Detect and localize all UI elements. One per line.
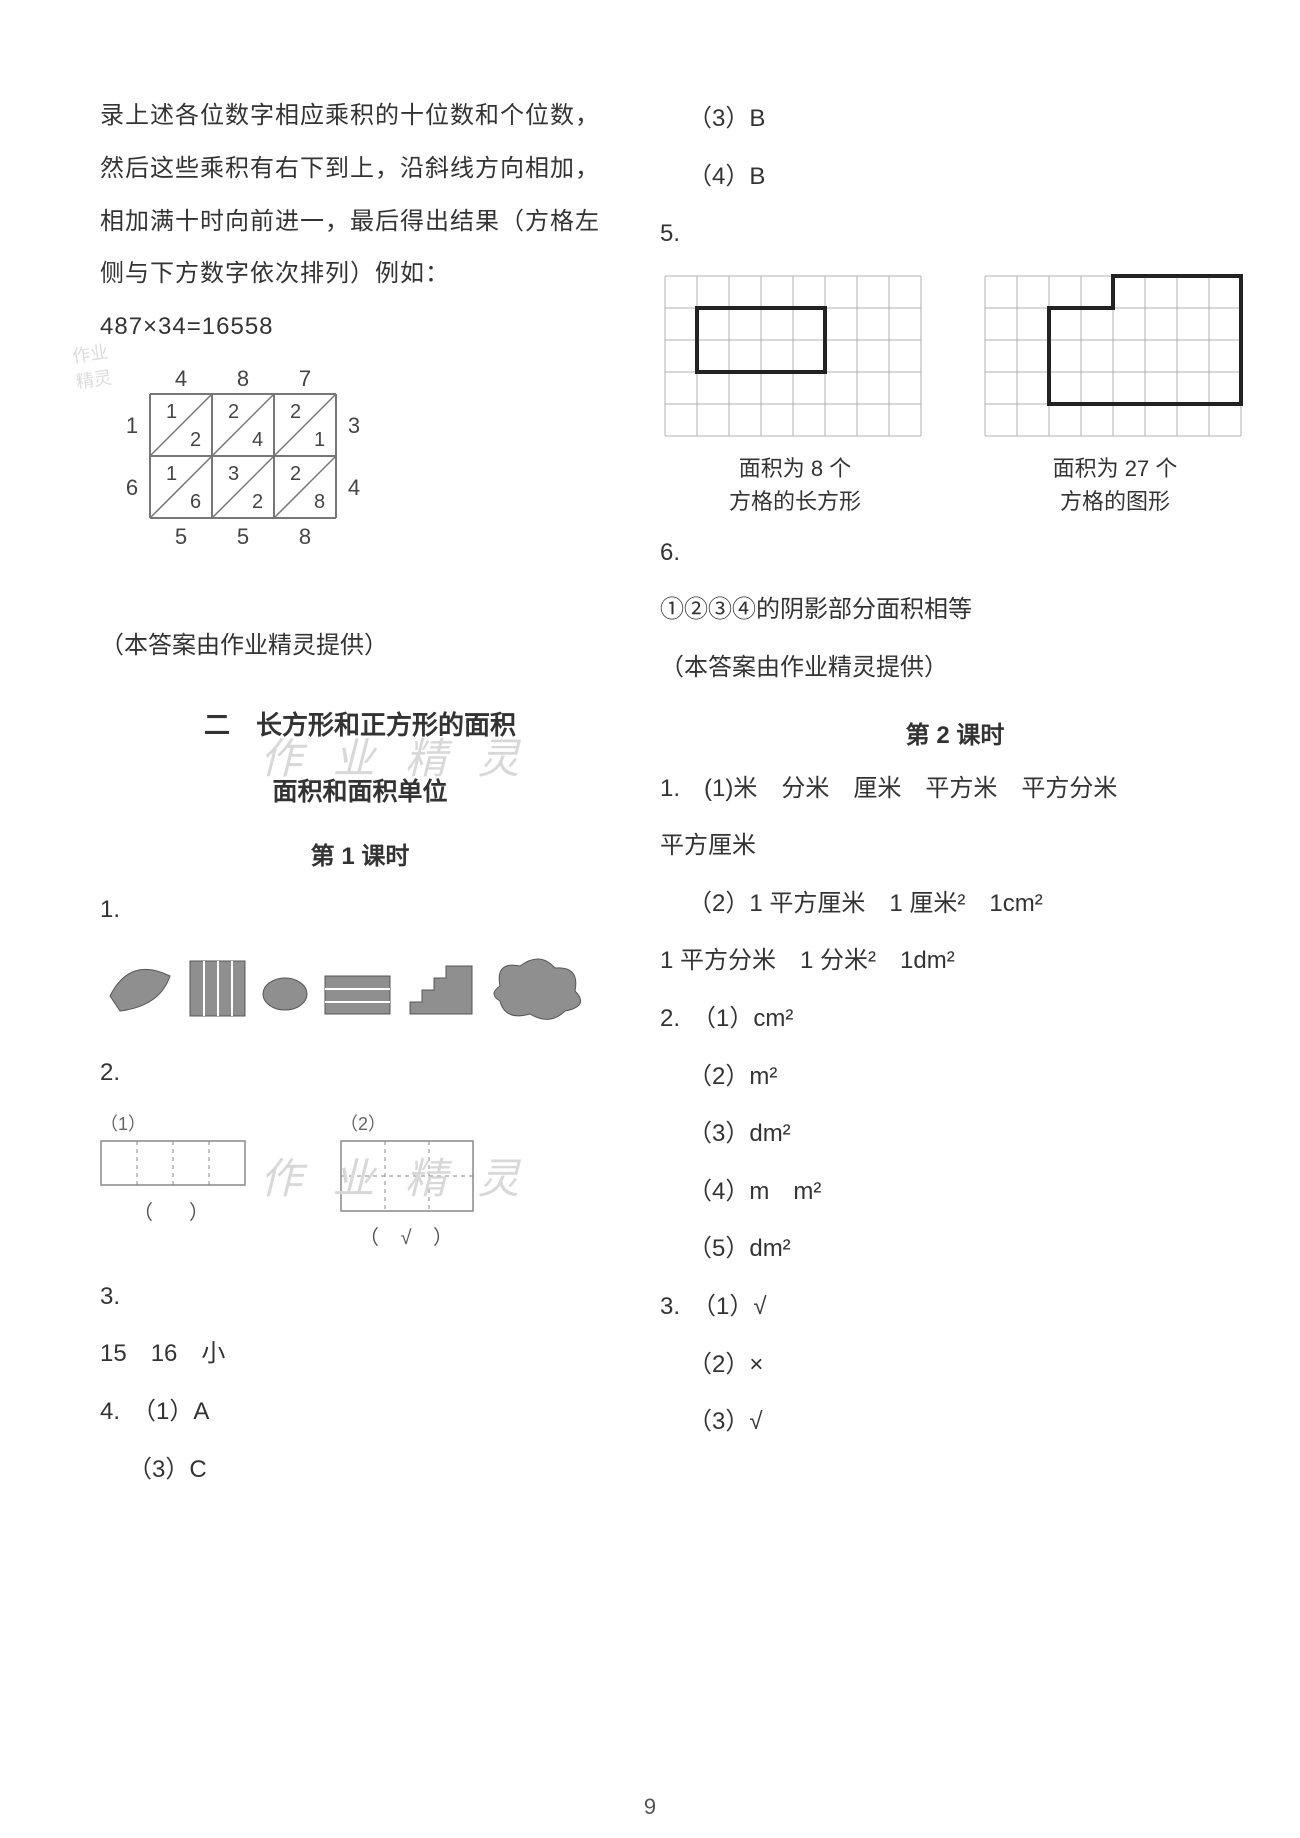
q3-label: 3. [100, 1268, 620, 1326]
q1-label: 1. [100, 881, 620, 939]
svg-text:4: 4 [252, 429, 263, 451]
svg-text:4: 4 [175, 366, 187, 391]
q5-label: 5. [660, 205, 1250, 263]
svg-text:8: 8 [314, 491, 325, 513]
svg-text:6: 6 [190, 491, 201, 513]
l2-q2-1: 2. （1）cm² [660, 990, 1250, 1048]
svg-text:1: 1 [166, 401, 177, 423]
l2-q1-1: 1. (1)米 分米 厘米 平方米 平方分米 [660, 760, 1250, 818]
q2-item1-label: （1） [100, 1110, 146, 1136]
svg-text:1: 1 [314, 429, 325, 451]
l2-q2-5: （5）dm² [660, 1220, 1250, 1278]
svg-text:5: 5 [237, 524, 249, 549]
q2-label: 2. [100, 1044, 620, 1102]
q4-3: （3）C [100, 1441, 620, 1499]
svg-text:1: 1 [126, 413, 138, 438]
q2-grid2-svg [340, 1140, 480, 1215]
svg-text:6: 6 [126, 475, 138, 500]
l2-q3-1: 3. （1）√ [660, 1278, 1250, 1336]
q2-row: （1） （ ） （2） （ √ ） [100, 1110, 620, 1250]
two-column-layout: 录上述各位数字相应乘积的十位数和个位数，然后这些乘积有右下到上，沿斜线方向相加，… [80, 90, 1220, 1750]
l2-q1-2: （2）1 平方厘米 1 厘米² 1cm² [660, 875, 1250, 933]
q2-item2-label: （2） [340, 1110, 386, 1136]
lattice-svg: 4873416558122421163228 [100, 364, 400, 594]
intro-paragraph: 录上述各位数字相应乘积的十位数和个位数，然后这些乘积有右下到上，沿斜线方向相加，… [100, 90, 620, 354]
right-column: （3）B （4）B 5. 面积为 8 个方格的长方形 面积为 27 个方格的图形… [640, 90, 1270, 1750]
svg-text:2: 2 [290, 401, 301, 423]
l2-q3-3: （3）√ [660, 1393, 1250, 1451]
l2-q2-3: （3）dm² [660, 1105, 1250, 1163]
q2-item2-mark: （ √ ） [359, 1221, 461, 1250]
svg-text:1: 1 [166, 463, 177, 485]
q5-cap-a: 面积为 8 个方格的长方形 [729, 452, 861, 518]
svg-text:3: 3 [348, 413, 360, 438]
svg-text:3: 3 [228, 463, 239, 485]
q1-shapes-row [100, 946, 620, 1026]
l2-q2-2: （2）m² [660, 1048, 1250, 1106]
l2-q3-2: （2）× [660, 1336, 1250, 1394]
q3-answer: 15 16 小 [100, 1325, 620, 1383]
lesson2-heading: 第 2 课时 [660, 715, 1250, 750]
svg-text:2: 2 [228, 401, 239, 423]
svg-text:2: 2 [290, 463, 301, 485]
watermark-stamp: 作业精灵 [71, 338, 114, 395]
lattice-figure: 4873416558122421163228 [100, 364, 620, 599]
page-number: 9 [644, 1794, 656, 1820]
svg-text:7: 7 [299, 366, 311, 391]
svg-text:4: 4 [348, 475, 360, 500]
q5-grid-b-svg [980, 271, 1250, 446]
q4-3b: （3）B [660, 90, 1250, 148]
q2-item-1: （1） （ ） [100, 1110, 250, 1250]
q5-grid-a: 面积为 8 个方格的长方形 [660, 271, 930, 518]
q6-answer: ①②③④的阴影部分面积相等 [660, 581, 1250, 639]
lesson1-heading: 第 1 课时 [100, 836, 620, 871]
q2-item-2: （2） （ √ ） [340, 1110, 480, 1250]
q1-shapes-svg [100, 946, 620, 1026]
chapter-heading: 二 长方形和正方形的面积 [100, 705, 620, 742]
q4-4b: （4）B [660, 148, 1250, 206]
q2-item1-mark: （ ） [133, 1196, 217, 1225]
q2-grid1-svg [100, 1140, 250, 1190]
q5-grid-b: 面积为 27 个方格的图形 [980, 271, 1250, 518]
left-column: 录上述各位数字相应乘积的十位数和个位数，然后这些乘积有右下到上，沿斜线方向相加，… [80, 90, 640, 1750]
l2-q2-4: （4）m m² [660, 1163, 1250, 1221]
credit-right: （本答案由作业精灵提供） [660, 639, 1250, 697]
q5-cap-b: 面积为 27 个方格的图形 [1053, 452, 1178, 518]
svg-text:2: 2 [252, 491, 263, 513]
l2-q1-2b: 1 平方分米 1 分米² 1dm² [660, 932, 1250, 990]
svg-text:8: 8 [237, 366, 249, 391]
q4-1: 4. （1）A [100, 1383, 620, 1441]
svg-text:2: 2 [190, 429, 201, 451]
credit-left: （本答案由作业精灵提供） [100, 617, 620, 675]
section-heading: 面积和面积单位 [100, 772, 620, 808]
svg-text:8: 8 [299, 524, 311, 549]
q6-label: 6. [660, 524, 1250, 582]
q5-grids: 面积为 8 个方格的长方形 面积为 27 个方格的图形 [660, 271, 1250, 518]
l2-q1-1b: 平方厘米 [660, 817, 1250, 875]
svg-text:5: 5 [175, 524, 187, 549]
q5-grid-a-svg [660, 271, 930, 446]
